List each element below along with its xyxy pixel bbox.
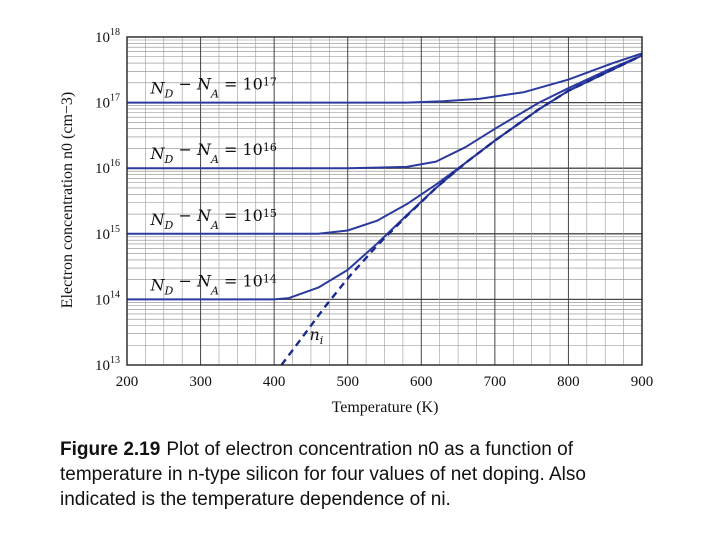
y-tick-label: 1013 xyxy=(95,355,120,374)
series-curve-doping-17 xyxy=(127,52,643,104)
x-tick-label: 800 xyxy=(557,374,580,390)
caption-text: Plot of electron concentration n0 as a f… xyxy=(60,439,586,510)
plot-area: ND − NA = 1017 ND − NA = 1016 ND − NA = 10… xyxy=(59,27,653,416)
x-tick-label: 400 xyxy=(263,374,286,390)
curve-label-doping-17: ND − NA = 1017 xyxy=(150,75,277,101)
curve-label-doping-14: ND − NA = 1014 xyxy=(150,271,277,297)
x-tick-label: 700 xyxy=(484,374,507,390)
series-ni-curve xyxy=(280,54,643,366)
x-tick-label: 900 xyxy=(631,374,654,390)
x-tick-label: 200 xyxy=(116,374,139,390)
caption-figure-label: Figure 2.19 xyxy=(60,439,161,460)
y-axis-title: Electron concentration n0 (cm−3) xyxy=(59,92,76,309)
x-tick-label: 500 xyxy=(336,374,359,390)
y-tick-label: 1014 xyxy=(95,289,120,308)
gridlines xyxy=(126,36,643,366)
curve-label-doping-16: ND − NA = 1016 xyxy=(150,140,277,166)
y-tick-label: 1017 xyxy=(95,93,120,112)
figure-caption: Figure 2.19 Plot of electron concentratio… xyxy=(60,437,660,512)
curve-labels: ND − NA = 1017 ND − NA = 1016 ND − NA = 10… xyxy=(150,75,324,347)
curve-label-ni: ni xyxy=(309,325,323,347)
y-tick-label: 1018 xyxy=(95,27,120,46)
plot-frame xyxy=(126,36,643,366)
curve-label-doping-15: ND − NA = 1015 xyxy=(150,206,277,232)
data-curves xyxy=(127,52,643,366)
x-axis-title: Temperature (K) xyxy=(332,399,439,416)
axes: 200 300 400 500 600 700 800 900 1013 1014 1015 1016… xyxy=(95,27,653,390)
y-tick-label: 1015 xyxy=(95,224,120,243)
x-tick-label: 300 xyxy=(189,374,212,390)
y-tick-label: 1016 xyxy=(95,158,120,177)
x-tick-label: 600 xyxy=(410,374,433,390)
series-curve-doping-16 xyxy=(127,54,643,170)
